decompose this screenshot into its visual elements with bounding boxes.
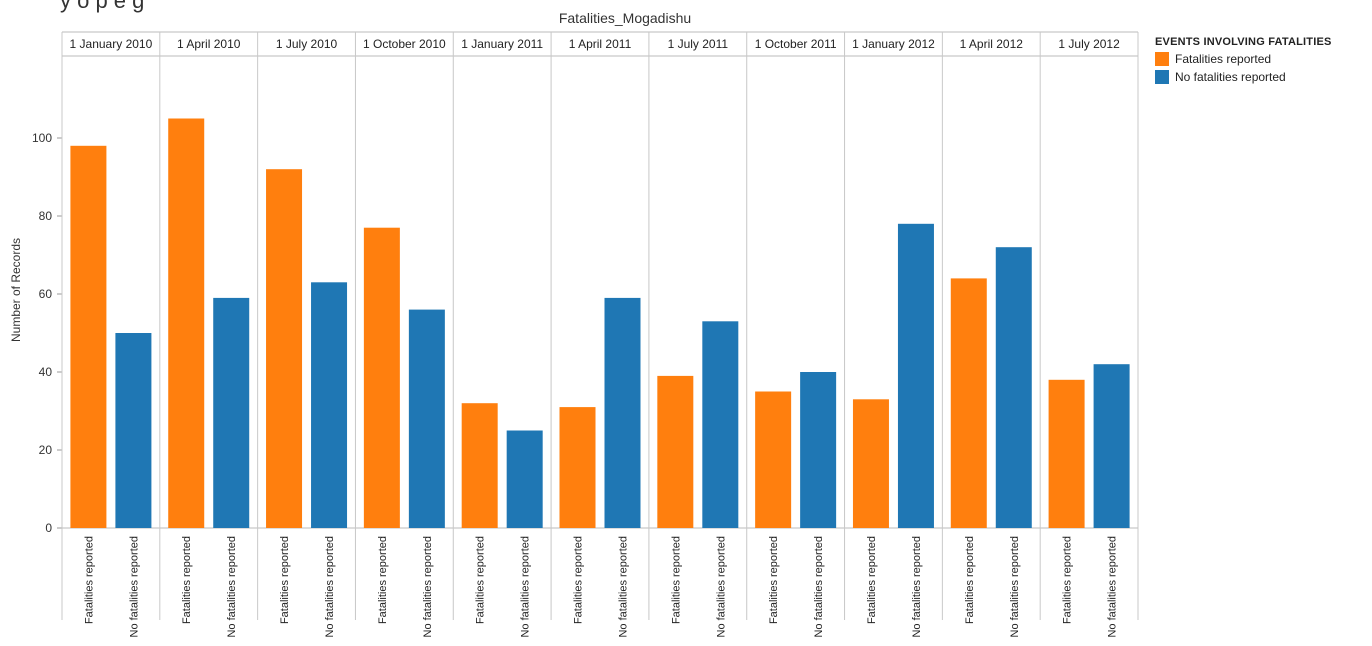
bar (702, 321, 739, 528)
period-header-label: 1 January 2010 (70, 37, 153, 51)
x-category-label: No fatalities reported (715, 536, 727, 638)
period-header-label: 1 January 2011 (461, 37, 543, 51)
bar (363, 227, 400, 528)
x-category-label: No fatalities reported (128, 536, 140, 638)
bar (995, 247, 1032, 528)
x-category-label: No fatalities reported (1009, 536, 1021, 638)
bar (897, 223, 934, 529)
x-category-label: No fatalities reported (617, 536, 629, 638)
legend-label: Fatalities reported (1175, 52, 1272, 66)
bar (755, 391, 792, 528)
bar (311, 282, 348, 528)
x-category-label: No fatalities reported (1107, 536, 1119, 638)
period-header-label: 1 April 2012 (960, 37, 1024, 51)
x-category-label: Fatalities reported (475, 536, 487, 624)
bar (559, 407, 596, 528)
x-category-label: Fatalities reported (83, 536, 95, 624)
x-category-label: Fatalities reported (279, 536, 291, 624)
bar (800, 372, 837, 528)
x-category-label: Fatalities reported (768, 536, 780, 624)
period-header-label: 1 July 2012 (1058, 37, 1120, 51)
x-category-label: Fatalities reported (670, 536, 682, 624)
period-header-label: 1 July 2011 (668, 37, 729, 51)
bar (461, 403, 498, 528)
period-header-label: 1 July 2010 (276, 37, 338, 51)
bar (70, 145, 107, 529)
bar (168, 118, 205, 528)
x-category-label: Fatalities reported (1062, 536, 1074, 624)
bar (266, 169, 303, 528)
legend-title: EVENTS INVOLVING FATALITIES (1155, 36, 1332, 48)
chart-title: Fatalities_Mogadishu (558, 10, 692, 26)
x-category-label: No fatalities reported (226, 536, 238, 638)
bar (506, 430, 543, 528)
legend-label: No fatalities reported (1175, 70, 1286, 84)
legend-swatch-fatalities (1155, 52, 1169, 66)
bar (1048, 379, 1085, 528)
period-header-label: 1 April 2011 (569, 37, 632, 51)
x-category-label: Fatalities reported (964, 536, 976, 624)
y-tick-label: 80 (39, 209, 53, 223)
y-tick-label: 0 (45, 521, 52, 535)
x-category-label: No fatalities reported (520, 536, 532, 638)
y-tick-label: 100 (32, 131, 52, 145)
x-category-label: Fatalities reported (573, 536, 585, 624)
y-tick-label: 60 (39, 287, 53, 301)
y-tick-label: 40 (39, 365, 53, 379)
bar (604, 297, 641, 528)
x-category-label: No fatalities reported (422, 536, 434, 638)
bar (852, 399, 889, 528)
bar (213, 297, 250, 528)
bar (1093, 364, 1130, 528)
x-category-label: Fatalities reported (377, 536, 389, 624)
truncated-header-text: y o p e g (60, 0, 145, 13)
x-category-label: No fatalities reported (813, 536, 825, 638)
legend: EVENTS INVOLVING FATALITIES Fatalities r… (1155, 36, 1332, 84)
bar (115, 333, 152, 528)
bar (408, 309, 445, 528)
x-category-label: Fatalities reported (866, 536, 878, 624)
x-category-label: Fatalities reported (181, 536, 193, 624)
y-axis-label: Number of Records (9, 238, 23, 342)
legend-item-fatalities[interactable]: Fatalities reported (1155, 52, 1332, 66)
period-header-label: 1 October 2011 (755, 37, 837, 51)
x-category-label: No fatalities reported (324, 536, 336, 638)
y-tick-label: 20 (39, 443, 53, 457)
bar (657, 375, 694, 528)
bar (950, 278, 987, 528)
period-header-label: 1 January 2012 (852, 37, 935, 51)
legend-swatch-no-fatalities (1155, 70, 1169, 84)
x-category-label: No fatalities reported (911, 536, 923, 638)
period-header-label: 1 April 2010 (177, 37, 241, 51)
legend-item-no-fatalities[interactable]: No fatalities reported (1155, 70, 1332, 84)
period-header-label: 1 October 2010 (363, 37, 446, 51)
